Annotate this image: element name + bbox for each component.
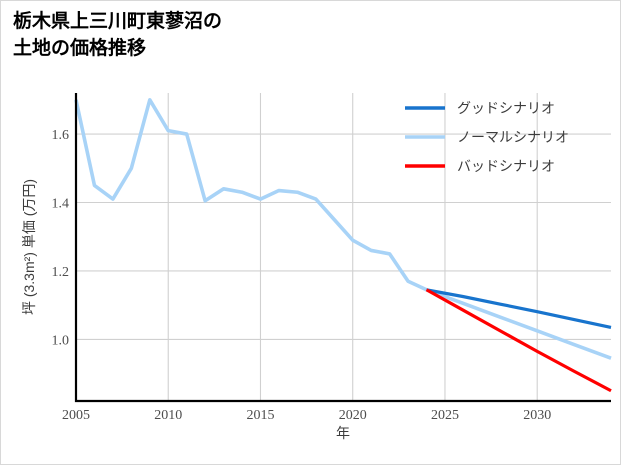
x-tick-label: 2030 bbox=[523, 408, 551, 423]
y-tick-label: 1.6 bbox=[52, 128, 70, 143]
x-tick-label: 2020 bbox=[339, 408, 367, 423]
page-title: 栃木県上三川町東蓼沼の 土地の価格推移 bbox=[13, 11, 223, 59]
x-tick-label: 2005 bbox=[62, 408, 90, 423]
legend-label-0: グッドシナリオ bbox=[457, 101, 555, 117]
y-tick-label: 1.4 bbox=[52, 197, 70, 212]
series-line-normal bbox=[74, 98, 612, 360]
x-tick-label: 2015 bbox=[246, 408, 274, 423]
y-axis-title: 坪 (3.3m²) 単価 (万円) bbox=[21, 179, 37, 315]
gridlines bbox=[76, 93, 611, 401]
y-tick-label: 1.2 bbox=[52, 265, 70, 280]
legend-label-1: ノーマルシナリオ bbox=[457, 131, 569, 146]
x-tick-label: 2010 bbox=[154, 408, 182, 423]
axis-lines bbox=[74, 93, 611, 403]
y-tick-label: 1.0 bbox=[52, 333, 70, 348]
series-group bbox=[74, 98, 612, 393]
series-line-good bbox=[426, 288, 612, 329]
legend-label-2: バッドシナリオ bbox=[457, 160, 555, 175]
x-tick-labels: 2005 2010 2015 2020 2025 2030 bbox=[62, 408, 551, 423]
x-tick-label: 2025 bbox=[431, 408, 459, 423]
series-line-bad bbox=[425, 288, 612, 393]
y-tick-labels: 1.0 1.2 1.4 1.6 bbox=[52, 128, 70, 348]
x-axis-title: 年 bbox=[336, 425, 350, 441]
